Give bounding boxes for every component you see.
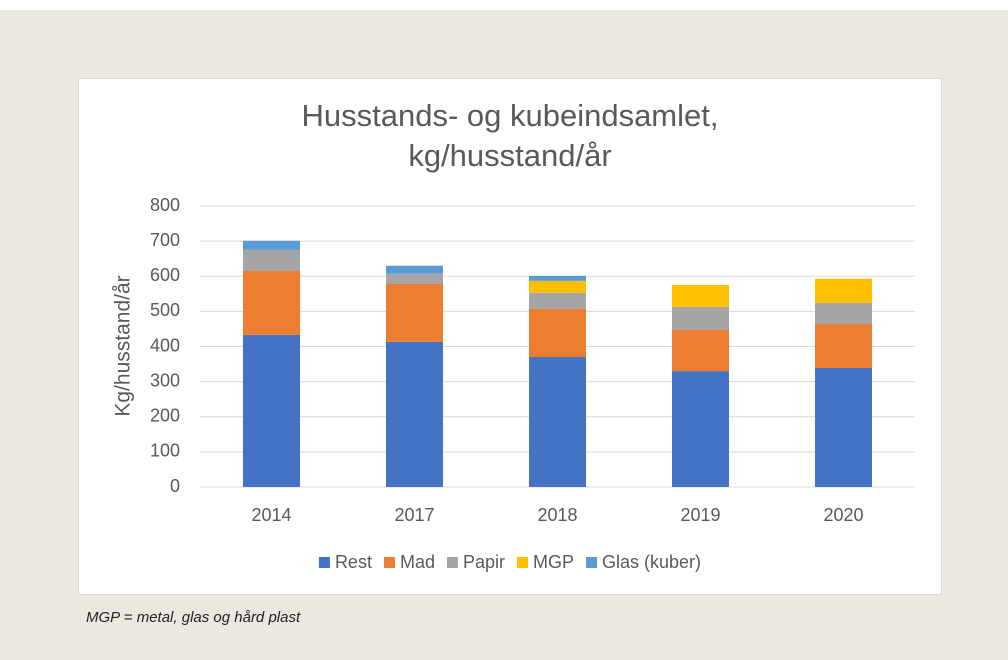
legend-swatch [517,557,529,568]
bar-segment [815,302,872,325]
legend-swatch [586,557,598,568]
y-tick-label: 200 [150,406,180,426]
legend-swatch [318,557,330,568]
y-axis-label: Kg/husstand/år [112,275,135,416]
bar-segment [529,275,586,281]
bar-segment [815,324,872,368]
y-tick-label: 800 [150,195,180,215]
bar-segment [815,278,872,303]
chart-title: Husstands- og kubeindsamlet, [301,98,718,133]
bar-segment [672,285,729,307]
bar-segment [529,308,586,358]
bar-segment [386,283,443,342]
bar-segment [386,341,443,487]
legend-label: Mad [400,552,435,572]
legend-swatch [383,557,395,568]
y-tick-label: 500 [150,300,180,320]
y-tick-label: 0 [170,476,180,496]
bar-segment [529,280,586,293]
bar-segment [672,371,729,487]
top-strip [0,0,1008,10]
legend-label: Rest [335,552,372,572]
bar-segment [815,367,872,487]
y-tick-label: 100 [150,441,180,461]
bar-segment [243,270,300,335]
bar-segment [672,329,729,372]
bar-segment [243,334,300,487]
legend-label: Glas (kuber) [602,552,701,572]
y-tick-label: 600 [150,265,180,285]
y-tick-label: 700 [150,230,180,250]
x-tick-label: 2018 [537,505,577,525]
legend-swatch [446,557,458,568]
legend-label: Papir [463,552,505,572]
bar-segment [529,292,586,309]
x-tick-label: 2019 [680,505,720,525]
footnote: MGP = metal, glas og hård plast [86,609,301,626]
x-tick-label: 2014 [251,505,291,525]
bar-segment [386,273,443,284]
y-tick-label: 400 [150,335,180,355]
bar-segment [386,265,443,274]
bar-segment [243,240,300,250]
legend-label: MGP [533,552,574,572]
chart-title: kg/husstand/år [408,138,611,173]
bar-segment [243,249,300,271]
y-tick-label: 300 [150,370,180,390]
chart-frame [78,78,942,595]
x-tick-label: 2017 [394,505,434,525]
bar-segment [529,357,586,487]
x-tick-label: 2020 [823,505,863,525]
bar-segment [672,306,729,330]
